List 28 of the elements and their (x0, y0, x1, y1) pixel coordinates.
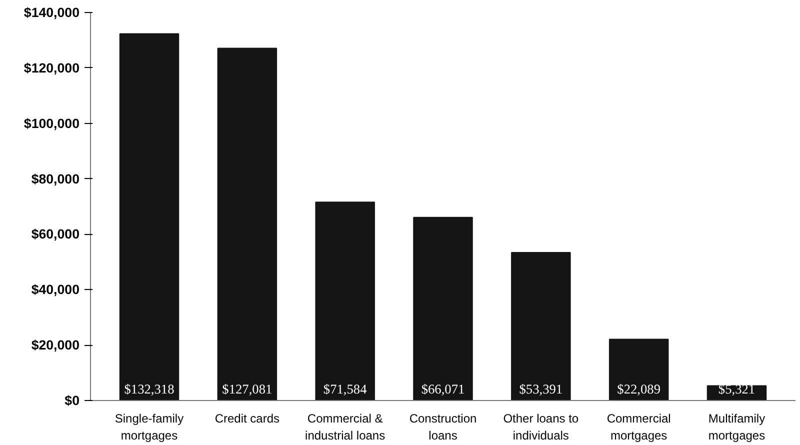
y-tick-label: $120,000 (24, 60, 80, 76)
bar (315, 202, 375, 400)
y-tick-label: $80,000 (31, 171, 80, 186)
x-tick-label: Single-family mortgages (114, 412, 184, 442)
y-tick-label: $140,000 (24, 5, 80, 20)
x-tick-label: Commercial mortgages (606, 412, 671, 442)
data-label: $66,071 (421, 382, 465, 396)
y-tick-label: $20,000 (31, 338, 80, 353)
bar (511, 252, 571, 400)
y-tick-label: $40,000 (31, 282, 80, 298)
x-tick-label: Other loans to individuals (503, 412, 579, 442)
data-label: $127,081 (222, 382, 272, 396)
data-label: $5,321 (718, 382, 756, 396)
data-label: $71,584 (323, 382, 368, 396)
bar (217, 48, 278, 400)
data-label: $132,318 (124, 382, 175, 396)
bar (119, 33, 180, 400)
x-tick-label: Commercial & industrial loans (305, 412, 386, 442)
data-label: $53,391 (519, 382, 563, 396)
bar (413, 216, 473, 400)
y-tick-label: $0 (64, 393, 80, 408)
bar (608, 338, 669, 400)
x-tick-label: Multifamily mortgages (708, 412, 766, 442)
data-label: $22,089 (617, 382, 661, 396)
y-tick-label: $60,000 (31, 226, 80, 242)
x-tick-label: Construction loans (409, 412, 477, 442)
y-tick-label: $100,000 (24, 116, 80, 131)
x-tick-label: Credit cards (214, 412, 280, 426)
